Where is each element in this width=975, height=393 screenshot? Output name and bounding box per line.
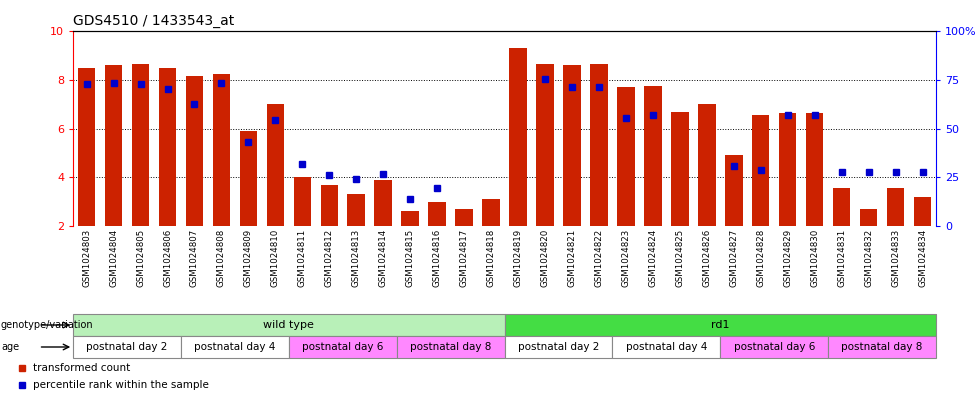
Bar xyxy=(73,314,505,336)
Bar xyxy=(78,68,96,226)
Bar xyxy=(752,115,769,226)
Bar xyxy=(833,188,850,226)
Bar xyxy=(721,336,828,358)
Bar xyxy=(828,336,936,358)
Text: postnatal day 6: postnatal day 6 xyxy=(302,342,383,352)
Bar xyxy=(612,336,721,358)
Bar xyxy=(887,188,905,226)
Bar xyxy=(402,211,419,226)
Bar xyxy=(617,87,635,226)
Bar xyxy=(725,156,743,226)
Bar xyxy=(564,66,581,226)
Bar xyxy=(374,180,392,226)
Text: transformed count: transformed count xyxy=(33,363,130,373)
Bar xyxy=(159,68,176,226)
Bar xyxy=(914,197,931,226)
Text: postnatal day 8: postnatal day 8 xyxy=(841,342,922,352)
Text: wild type: wild type xyxy=(263,320,314,330)
Bar xyxy=(505,336,612,358)
Bar xyxy=(590,64,607,226)
Bar xyxy=(509,48,527,226)
Text: GDS4510 / 1433543_at: GDS4510 / 1433543_at xyxy=(73,14,234,28)
Bar xyxy=(266,105,284,226)
Bar xyxy=(289,336,397,358)
Bar xyxy=(779,113,797,226)
Text: postnatal day 4: postnatal day 4 xyxy=(194,342,276,352)
Bar xyxy=(293,177,311,226)
Bar xyxy=(185,76,203,226)
Text: age: age xyxy=(1,342,20,352)
Bar xyxy=(213,74,230,226)
Bar xyxy=(860,209,878,226)
Bar xyxy=(428,202,446,226)
Text: percentile rank within the sample: percentile rank within the sample xyxy=(33,380,209,390)
Text: genotype/variation: genotype/variation xyxy=(1,320,94,330)
Text: postnatal day 2: postnatal day 2 xyxy=(518,342,600,352)
Bar xyxy=(73,336,181,358)
Bar xyxy=(104,66,122,226)
Bar xyxy=(181,336,289,358)
Bar xyxy=(240,131,257,226)
Bar xyxy=(132,64,149,226)
Text: postnatal day 8: postnatal day 8 xyxy=(410,342,491,352)
Bar xyxy=(505,314,936,336)
Text: rd1: rd1 xyxy=(711,320,729,330)
Bar xyxy=(671,112,688,226)
Bar xyxy=(321,185,338,226)
Text: postnatal day 6: postnatal day 6 xyxy=(733,342,815,352)
Bar xyxy=(347,195,365,226)
Bar xyxy=(455,209,473,226)
Bar xyxy=(806,113,824,226)
Bar xyxy=(397,336,505,358)
Bar xyxy=(483,199,500,226)
Text: postnatal day 4: postnatal day 4 xyxy=(626,342,707,352)
Bar xyxy=(644,86,662,226)
Bar xyxy=(698,105,716,226)
Bar xyxy=(536,64,554,226)
Text: postnatal day 2: postnatal day 2 xyxy=(87,342,168,352)
